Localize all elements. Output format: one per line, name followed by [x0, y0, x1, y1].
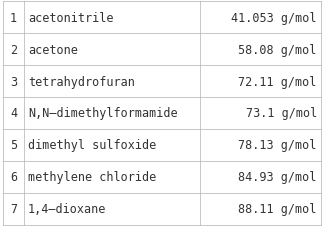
Text: 78.13 g/mol: 78.13 g/mol — [238, 139, 317, 152]
Text: methylene chloride: methylene chloride — [28, 170, 156, 184]
Text: 41.053 g/mol: 41.053 g/mol — [231, 12, 317, 25]
Text: 72.11 g/mol: 72.11 g/mol — [238, 75, 317, 88]
Text: 84.93 g/mol: 84.93 g/mol — [238, 170, 317, 184]
Text: acetone: acetone — [28, 43, 78, 57]
Text: 2: 2 — [10, 43, 17, 57]
Text: N,N–dimethylformamide: N,N–dimethylformamide — [28, 107, 178, 120]
Text: 88.11 g/mol: 88.11 g/mol — [238, 202, 317, 215]
Text: 5: 5 — [10, 139, 17, 152]
Text: dimethyl sulfoxide: dimethyl sulfoxide — [28, 139, 156, 152]
Text: 3: 3 — [10, 75, 17, 88]
Text: 1,4–dioxane: 1,4–dioxane — [28, 202, 106, 215]
Text: 58.08 g/mol: 58.08 g/mol — [238, 43, 317, 57]
Text: tetrahydrofuran: tetrahydrofuran — [28, 75, 135, 88]
Text: 73.1 g/mol: 73.1 g/mol — [246, 107, 317, 120]
Text: 6: 6 — [10, 170, 17, 184]
Text: acetonitrile: acetonitrile — [28, 12, 113, 25]
Text: 7: 7 — [10, 202, 17, 215]
Text: 1: 1 — [10, 12, 17, 25]
Text: 4: 4 — [10, 107, 17, 120]
